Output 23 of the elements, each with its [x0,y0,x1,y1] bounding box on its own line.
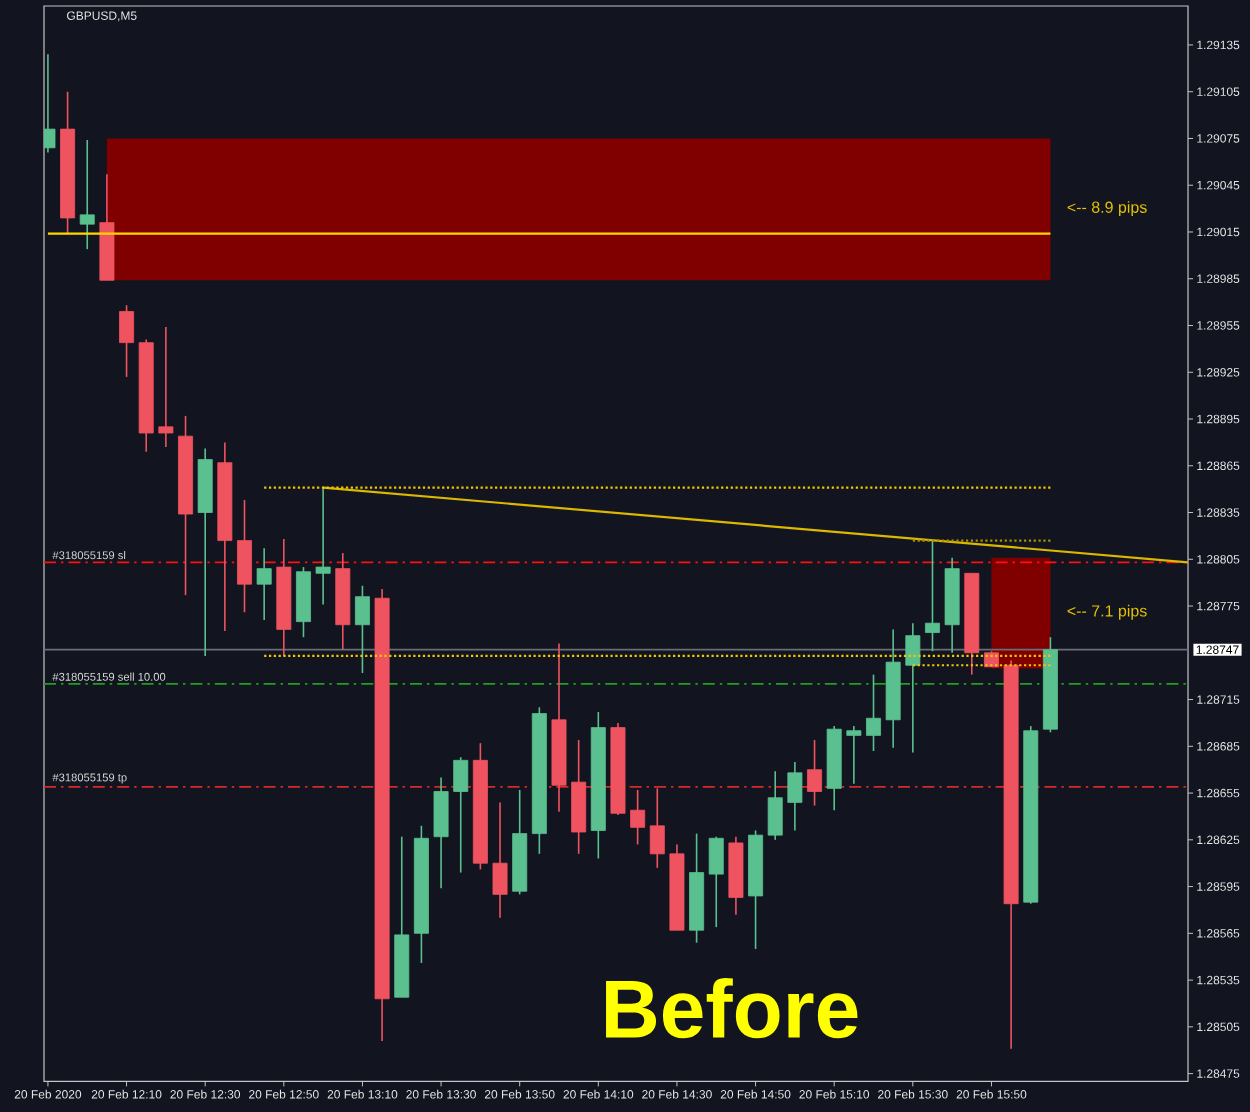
candlestick [708,835,724,928]
candlestick [787,761,803,832]
candlestick [354,584,370,674]
annotation: <-- 8.9 pips [1067,201,1147,217]
candlestick [630,789,646,846]
candlestick [433,776,449,889]
candlestick [453,756,469,874]
candlestick [649,787,665,869]
candlestick [807,739,823,807]
candlestick [79,139,95,250]
candlestick [315,486,331,606]
candlestick [492,801,508,919]
candlestick [846,725,862,785]
candlestick [158,326,174,448]
annotation: <-- 7.1 pips [1067,604,1147,620]
candlestick [905,622,921,754]
candlestick [767,770,783,841]
candlestick [237,499,252,614]
candlestick [119,304,135,378]
candlestick [866,673,881,752]
candlestick [925,539,940,653]
candlestick [256,547,272,621]
annotation: Before [606,977,858,1039]
